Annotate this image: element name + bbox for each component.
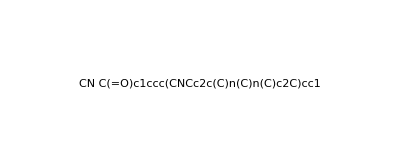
Text: CN C(=O)c1ccc(CNCc2c(C)n(C)n(C)c2C)cc1: CN C(=O)c1ccc(CNCc2c(C)n(C)n(C)c2C)cc1 [79,78,321,88]
